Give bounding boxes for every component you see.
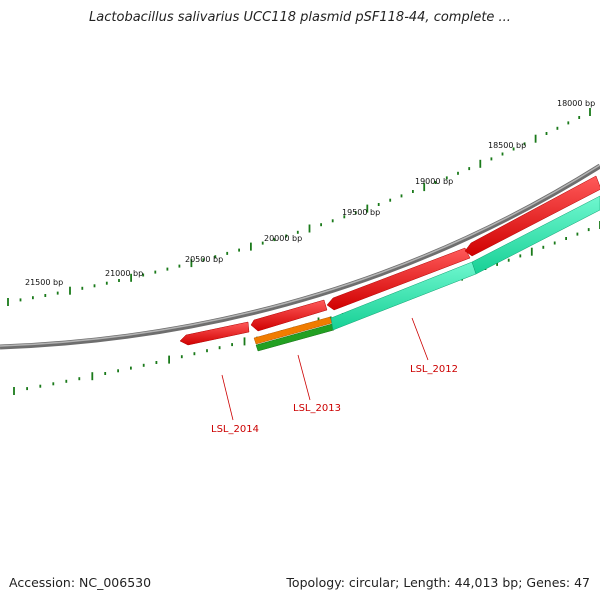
tick-label-18500: 18500 bp xyxy=(488,141,526,150)
cds-feature-lsl-2014[interactable] xyxy=(179,321,250,346)
cds-feature-lsl-2013[interactable] xyxy=(250,299,328,332)
map-title: Lactobacillus salivarius UCC118 plasmid … xyxy=(89,10,511,25)
tick-label-20500: 20500 bp xyxy=(185,255,223,264)
tick-label-21500: 21500 bp xyxy=(25,278,63,287)
accession-text: Accession: NC_006530 xyxy=(9,575,152,590)
gene-label-lsl-2012[interactable]: LSL_2012 xyxy=(410,364,458,375)
cds-feature-lsl-2012[interactable] xyxy=(326,247,471,311)
leader-line-lsl-2012 xyxy=(411,317,429,361)
gene-label-lsl-2014[interactable]: LSL_2014 xyxy=(211,424,259,435)
tick-label-19500: 19500 bp xyxy=(342,208,380,217)
tick-label-20000: 20000 bp xyxy=(264,234,302,243)
plasmid-backbone xyxy=(0,163,600,350)
gene-label-lsl-2013[interactable]: LSL_2013 xyxy=(293,403,341,414)
tick-label-19000: 19000 bp xyxy=(415,177,453,186)
cds-feature-next[interactable] xyxy=(464,175,600,257)
leader-line-lsl-2014 xyxy=(221,374,234,421)
topology-text: Topology: circular; Length: 44,013 bp; G… xyxy=(286,575,590,590)
leader-line-lsl-2013 xyxy=(297,354,311,401)
outer-tick-ring xyxy=(7,108,591,306)
gene-bar-lsl-2013-green xyxy=(255,323,335,352)
gene-bar-next-teal xyxy=(471,195,600,275)
tick-label-18000: 18000 bp xyxy=(557,99,595,108)
tick-label-21000: 21000 bp xyxy=(105,269,143,278)
plasmid-backbone-highlight xyxy=(0,164,600,347)
